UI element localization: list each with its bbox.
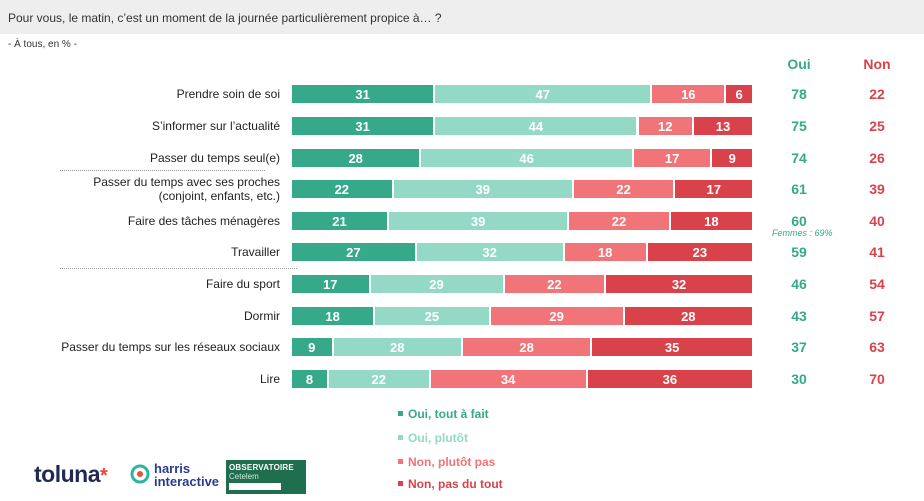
bar-segment: 34	[430, 370, 588, 388]
bar-segment: 22	[292, 180, 394, 198]
bar-segment: 18	[564, 243, 648, 261]
category-label: Passer du temps sur les réseaux sociaux	[61, 340, 280, 354]
non-total: 57	[869, 308, 885, 324]
category-label: Passer du temps avec ses proches (conjoin…	[93, 175, 280, 203]
non-total: 63	[869, 339, 885, 355]
oui-total: 46	[791, 276, 807, 292]
legend-swatch	[398, 435, 403, 441]
non-total: 70	[869, 371, 885, 387]
bar-segment: 46	[421, 149, 634, 167]
bar-segment: 16	[652, 85, 727, 103]
category-label: Dormir	[244, 309, 280, 323]
category-label: Lire	[259, 372, 280, 386]
bar-segment: 47	[435, 85, 653, 103]
bar-segment: 22	[569, 212, 671, 230]
legend-swatch	[398, 481, 403, 487]
bar-segment: 23	[647, 243, 754, 261]
oui-total: 30	[791, 371, 807, 387]
non-column-header: Non	[863, 56, 891, 72]
bar-segment: 39	[393, 180, 574, 198]
chart-question: Pour vous, le matin, c’est un moment de …	[8, 11, 442, 25]
bar-segment: 28	[462, 338, 593, 356]
bar-segment: 32	[416, 243, 565, 261]
bar-segment: 9	[292, 338, 334, 356]
bar-segment: 36	[587, 370, 754, 388]
bar-segment: 22	[573, 180, 676, 198]
oui-column-header: Oui	[787, 56, 811, 72]
harris-interactive-logo: harris interactive	[154, 461, 220, 489]
legend-swatch	[398, 459, 403, 465]
bar-segment: 29	[490, 307, 625, 325]
bar-segment: 6	[726, 85, 754, 103]
legend-item-oui-plutot: Oui, plutôt	[398, 431, 468, 445]
non-total: 39	[869, 181, 885, 197]
non-total: 22	[869, 86, 885, 102]
category-label: Prendre soin de soi	[176, 87, 280, 101]
group-separator	[60, 170, 265, 171]
bar-segment: 22	[328, 370, 431, 388]
oui-total: 60	[791, 213, 807, 229]
bar-segment: 28	[333, 338, 463, 356]
non-total: 25	[869, 118, 885, 134]
bar-segment: 27	[292, 243, 417, 261]
category-label: Passer du temps seul(e)	[149, 151, 280, 165]
annotation-note: Femmes : 69%	[772, 228, 833, 238]
non-total: 26	[869, 150, 885, 166]
toluna-logo: toluna*	[34, 461, 108, 487]
bar-segment: 21	[292, 212, 390, 230]
group-separator	[60, 268, 297, 269]
bar-segment: 35	[592, 338, 754, 356]
bar-segment: 9	[712, 149, 754, 167]
chart-base-note: - À tous, en % -	[8, 39, 77, 50]
legend-swatch	[398, 411, 403, 417]
category-label: Travailler	[231, 245, 280, 259]
bar-segment: 17	[292, 275, 371, 293]
bar-segment: 31	[292, 117, 436, 135]
bar-segment: 18	[670, 212, 754, 230]
harris-interactive-logo-mark	[130, 464, 150, 484]
oui-total: 75	[791, 118, 807, 134]
logos: toluna* harris interactive OBSERVATOIRE C…	[34, 455, 314, 495]
oui-total: 43	[791, 308, 807, 324]
legend-item-non-pas-du-tout: Non, pas du tout	[398, 477, 503, 491]
bar-segment: 44	[435, 117, 639, 135]
legend-item-non-plutot-pas: Non, plutôt pas	[398, 455, 495, 469]
category-label: Faire du sport	[205, 277, 280, 291]
category-label: Faire des tâches ménagères	[127, 214, 280, 228]
oui-total: 59	[791, 244, 807, 260]
bar-segment: 28	[624, 307, 754, 325]
oui-total: 37	[791, 339, 807, 355]
bar-segment: 39	[389, 212, 570, 230]
bar-segment: 31	[292, 85, 436, 103]
bar-segment: 28	[292, 149, 422, 167]
bar-segment: 32	[606, 275, 754, 293]
bar-segment: 12	[638, 117, 694, 135]
bar-segment: 8	[292, 370, 329, 388]
bar-segment: 17	[675, 180, 754, 198]
non-total: 41	[869, 244, 885, 260]
non-total: 40	[869, 213, 885, 229]
bar-segment: 13	[693, 117, 754, 135]
bar-segment: 25	[375, 307, 491, 325]
bar-segment: 22	[504, 275, 607, 293]
bar-segment: 17	[633, 149, 713, 167]
category-label: S’informer sur l’actualité	[151, 119, 280, 133]
chart-header: Pour vous, le matin, c’est un moment de …	[0, 0, 924, 34]
observatoire-cetelem-logo: OBSERVATOIRE Cetelem	[226, 460, 306, 494]
bar-segment: 29	[370, 275, 505, 293]
non-total: 54	[869, 276, 885, 292]
oui-total: 61	[791, 181, 807, 197]
bar-segment: 18	[292, 307, 376, 325]
oui-total: 78	[791, 86, 807, 102]
legend-item-oui-tout-a-fait: Oui, tout à fait	[398, 407, 489, 421]
oui-total: 74	[791, 150, 807, 166]
